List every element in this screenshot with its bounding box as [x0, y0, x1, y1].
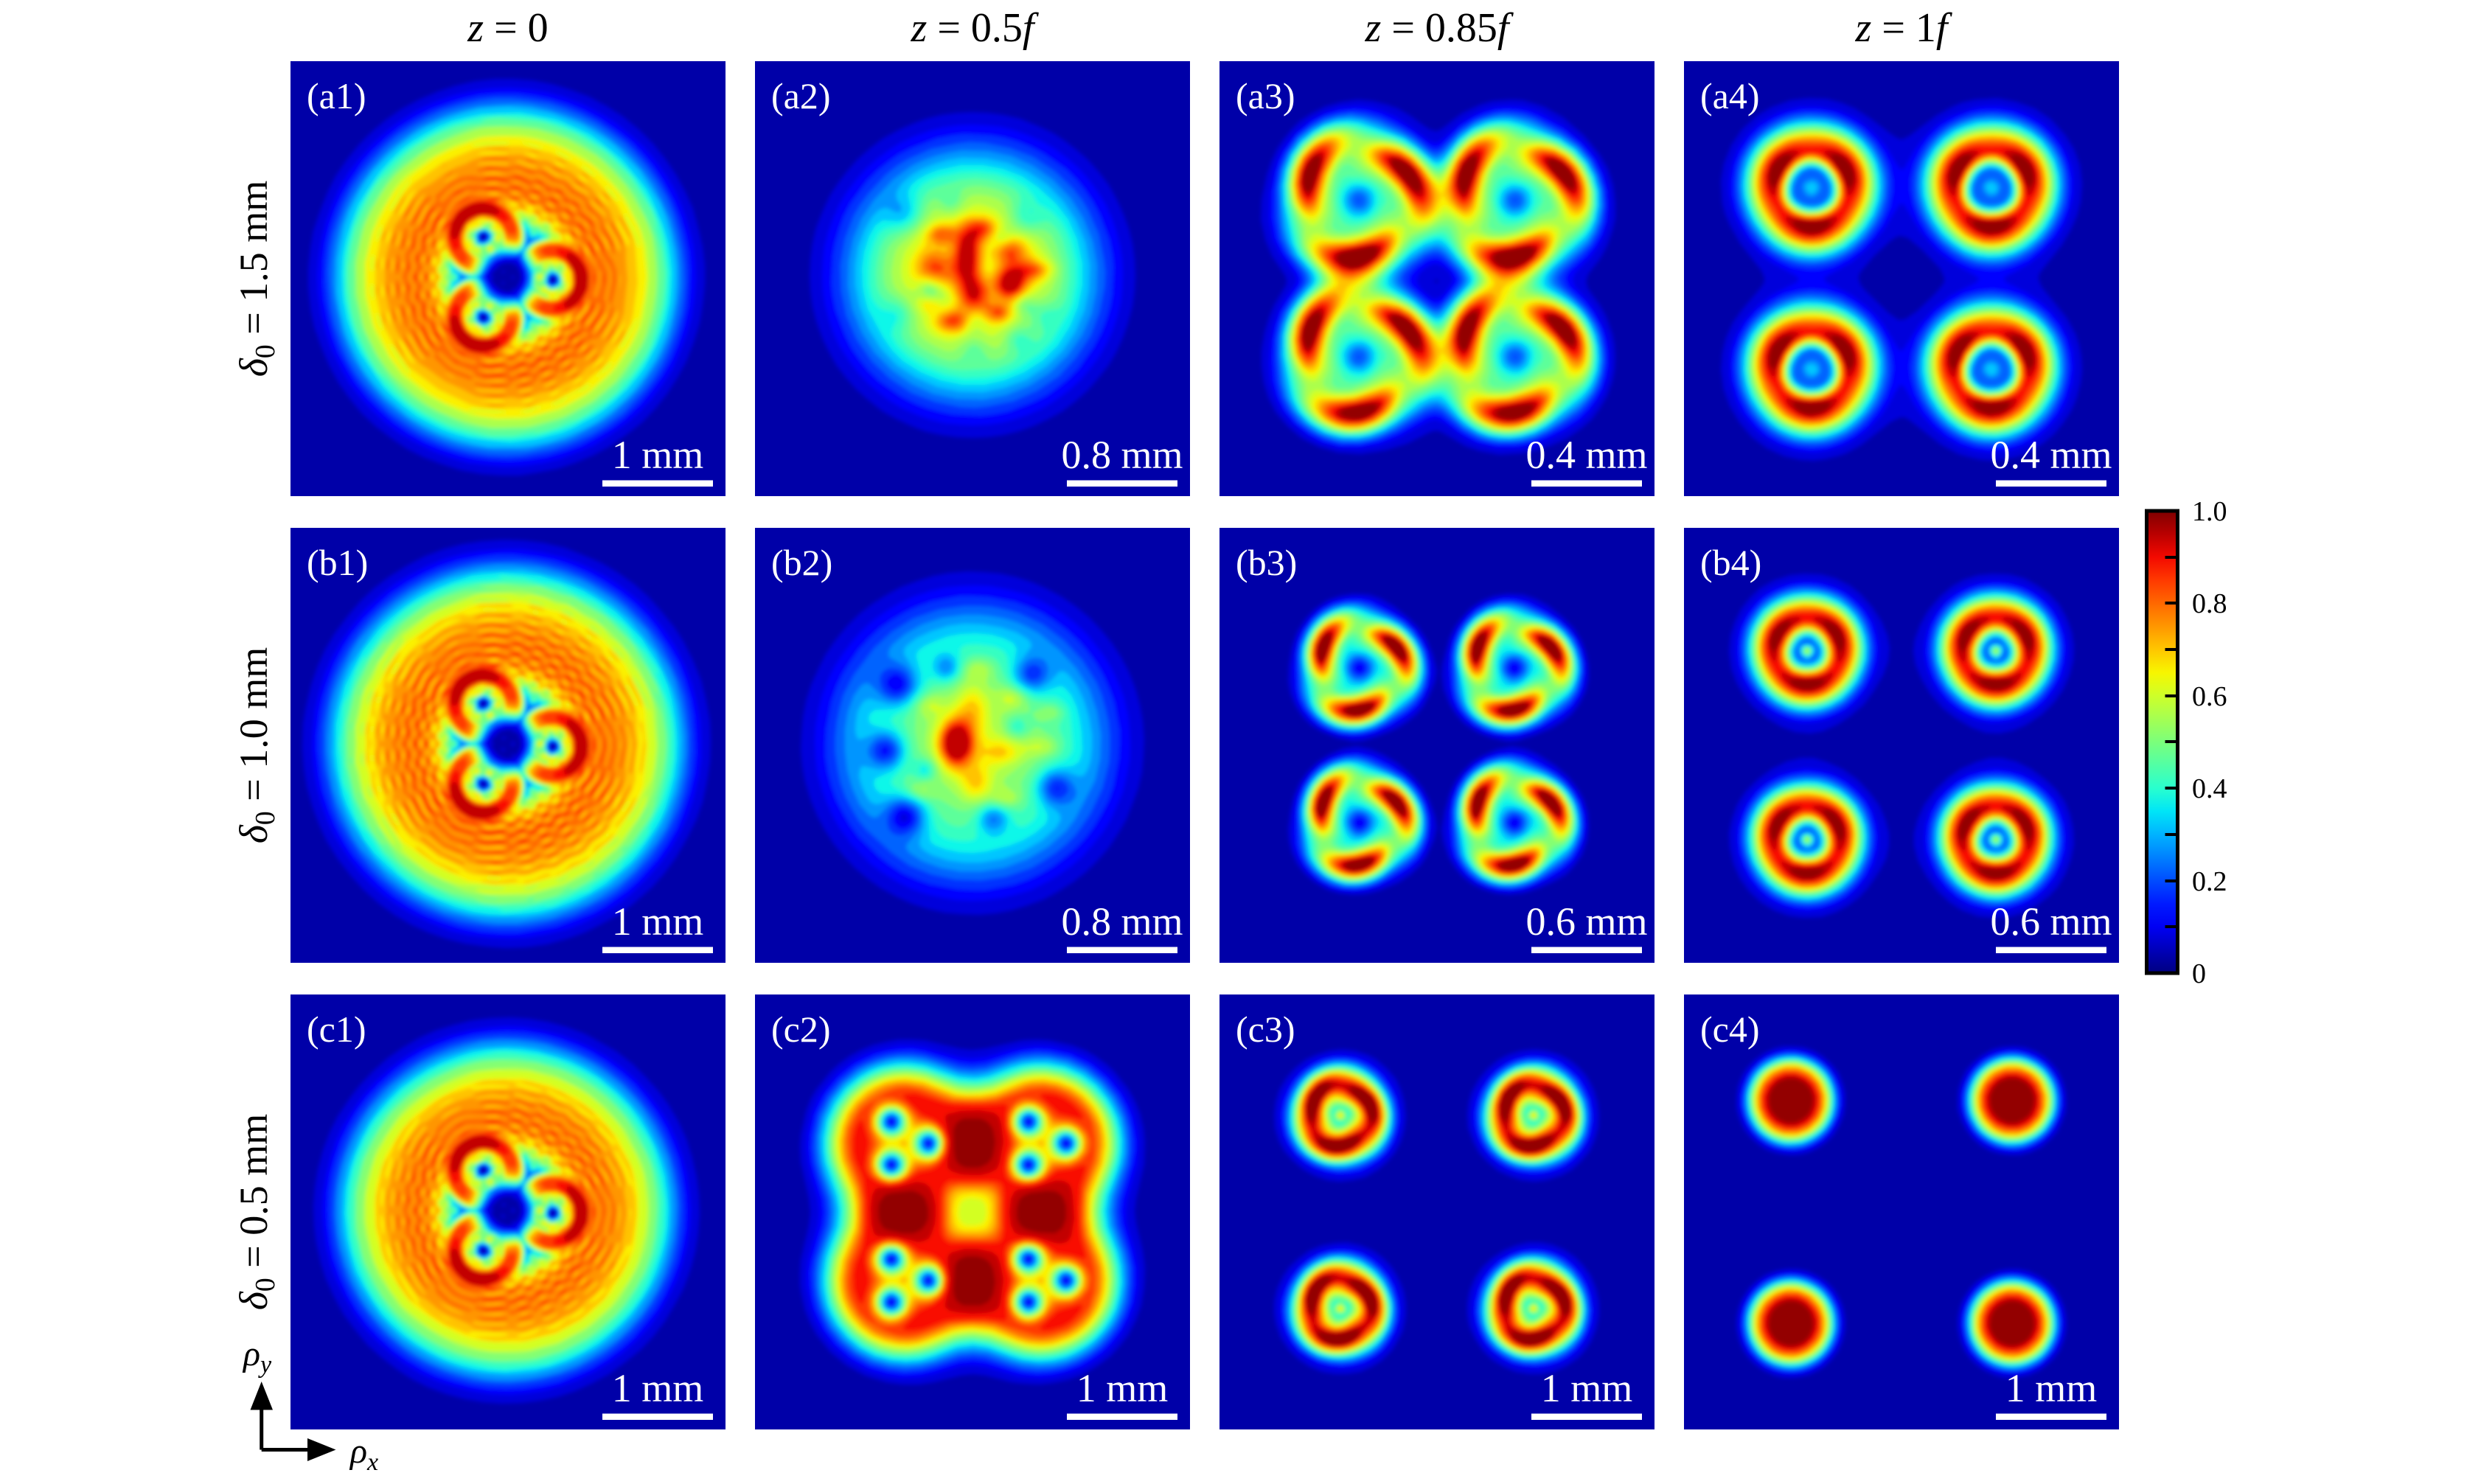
- svg-text:(a4): (a4): [1700, 75, 1760, 116]
- svg-text:0.8 mm: 0.8 mm: [1061, 433, 1183, 477]
- svg-text:1 mm: 1 mm: [612, 433, 704, 477]
- svg-text:(b3): (b3): [1236, 542, 1297, 583]
- svg-text:(b1): (b1): [307, 542, 368, 583]
- svg-text:1.0: 1.0: [2192, 496, 2227, 527]
- svg-text:(c1): (c1): [307, 1009, 366, 1050]
- svg-text:1 mm: 1 mm: [612, 899, 704, 944]
- svg-text:z = 0.85f: z = 0.85f: [1365, 5, 1514, 51]
- svg-text:0.2: 0.2: [2192, 866, 2227, 897]
- svg-text:ρx: ρx: [349, 1432, 378, 1476]
- svg-text:0.6: 0.6: [2192, 681, 2227, 712]
- svg-text:δ0 = 0.5 mm: δ0 = 0.5 mm: [232, 1114, 281, 1311]
- svg-text:δ0 = 1.0 mm: δ0 = 1.0 mm: [232, 647, 281, 844]
- svg-text:(c3): (c3): [1236, 1009, 1295, 1050]
- svg-text:z = 1f: z = 1f: [1855, 5, 1953, 51]
- svg-text:0.6 mm: 0.6 mm: [1990, 899, 2112, 944]
- svg-text:0.8 mm: 0.8 mm: [1061, 899, 1183, 944]
- svg-text:0.4 mm: 0.4 mm: [1525, 433, 1647, 477]
- svg-text:(b2): (b2): [771, 542, 832, 583]
- svg-text:1 mm: 1 mm: [1076, 1366, 1169, 1410]
- svg-text:ρy: ρy: [242, 1334, 272, 1379]
- svg-text:0.4: 0.4: [2192, 773, 2227, 804]
- svg-text:0.8: 0.8: [2192, 588, 2227, 619]
- svg-text:0.6 mm: 0.6 mm: [1525, 899, 1647, 944]
- svg-text:(a3): (a3): [1236, 75, 1295, 116]
- svg-text:(a1): (a1): [307, 75, 366, 116]
- svg-text:(c2): (c2): [771, 1009, 831, 1050]
- svg-text:δ0 = 1.5 mm: δ0 = 1.5 mm: [232, 181, 281, 377]
- svg-text:0.4 mm: 0.4 mm: [1990, 433, 2112, 477]
- svg-text:(c4): (c4): [1700, 1009, 1760, 1050]
- svg-text:(b4): (b4): [1700, 542, 1761, 583]
- svg-text:1 mm: 1 mm: [1541, 1366, 1633, 1410]
- svg-text:0: 0: [2192, 958, 2206, 989]
- svg-text:z = 0.5f: z = 0.5f: [911, 5, 1040, 51]
- svg-text:z = 0: z = 0: [467, 5, 548, 51]
- svg-text:1 mm: 1 mm: [612, 1366, 704, 1410]
- svg-text:(a2): (a2): [771, 75, 831, 116]
- svg-text:1 mm: 1 mm: [2005, 1366, 2098, 1410]
